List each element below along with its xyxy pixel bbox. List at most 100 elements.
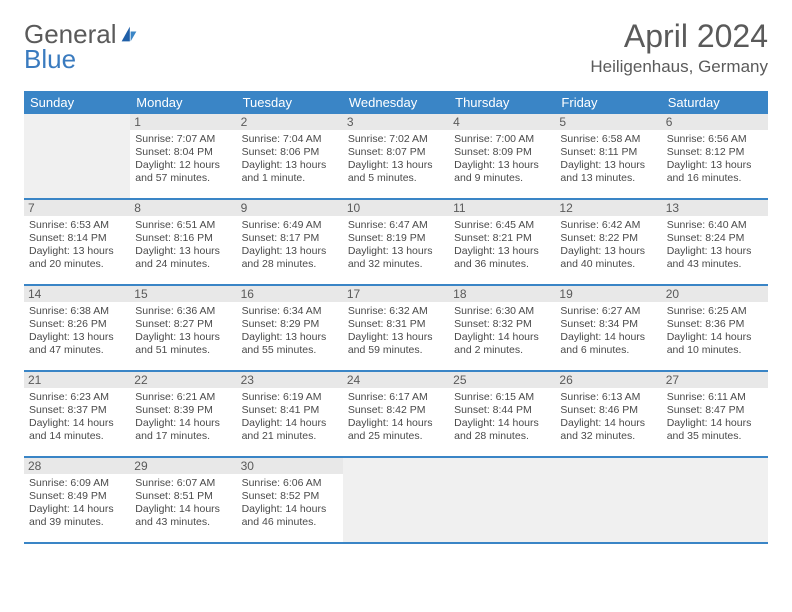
sunset-text: Sunset: 8:49 PM [29, 490, 125, 503]
sunrise-text: Sunrise: 6:15 AM [454, 391, 550, 404]
day-details: Sunrise: 6:21 AMSunset: 8:39 PMDaylight:… [135, 391, 231, 444]
daylight-text: Daylight: 13 hours and 47 minutes. [29, 331, 125, 357]
day-details: Sunrise: 6:58 AMSunset: 8:11 PMDaylight:… [560, 133, 656, 186]
day-details: Sunrise: 7:04 AMSunset: 8:06 PMDaylight:… [242, 133, 338, 186]
day-cell [24, 114, 130, 198]
day-cell: 6Sunrise: 6:56 AMSunset: 8:12 PMDaylight… [662, 114, 768, 198]
daylight-text: Daylight: 13 hours and 55 minutes. [242, 331, 338, 357]
day-cell: 14Sunrise: 6:38 AMSunset: 8:26 PMDayligh… [24, 286, 130, 370]
daylight-text: Daylight: 14 hours and 35 minutes. [667, 417, 763, 443]
day-number: 21 [24, 372, 130, 388]
daylight-text: Daylight: 13 hours and 20 minutes. [29, 245, 125, 271]
day-cell: 12Sunrise: 6:42 AMSunset: 8:22 PMDayligh… [555, 200, 661, 284]
daylight-text: Daylight: 13 hours and 36 minutes. [454, 245, 550, 271]
sunset-text: Sunset: 8:44 PM [454, 404, 550, 417]
day-cell: 22 Sunrise: 6:21 AMSunset: 8:39 PMDayligh… [130, 372, 236, 456]
day-details: Sunrise: 6:19 AMSunset: 8:41 PMDaylight:… [242, 391, 338, 444]
sunrise-text: Sunrise: 6:13 AM [560, 391, 656, 404]
sunset-text: Sunset: 8:06 PM [242, 146, 338, 159]
day-details: Sunrise: 6:40 AMSunset: 8:24 PMDaylight:… [667, 219, 763, 272]
sunset-text: Sunset: 8:52 PM [242, 490, 338, 503]
daylight-text: Daylight: 14 hours and 21 minutes. [242, 417, 338, 443]
day-number: 26 [555, 372, 661, 388]
day-number: 12 [555, 200, 661, 216]
daylight-text: Daylight: 14 hours and 6 minutes. [560, 331, 656, 357]
day-number: 28 [24, 458, 130, 474]
day-cell [449, 458, 555, 542]
day-number: 9 [237, 200, 343, 216]
sunset-text: Sunset: 8:19 PM [348, 232, 444, 245]
sunrise-text: Sunrise: 6:49 AM [242, 219, 338, 232]
sunrise-text: Sunrise: 6:56 AM [667, 133, 763, 146]
day-number: 19 [555, 286, 661, 302]
sunset-text: Sunset: 8:26 PM [29, 318, 125, 331]
sunrise-text: Sunrise: 6:17 AM [348, 391, 444, 404]
sunrise-text: Sunrise: 6:47 AM [348, 219, 444, 232]
calendar: Sunday Monday Tuesday Wednesday Thursday… [24, 91, 768, 544]
day-cell: 16Sunrise: 6:34 AMSunset: 8:29 PMDayligh… [237, 286, 343, 370]
weekday-header: Sunday [24, 91, 130, 114]
sunset-text: Sunset: 8:09 PM [454, 146, 550, 159]
day-cell: 10Sunrise: 6:47 AMSunset: 8:19 PMDayligh… [343, 200, 449, 284]
week-row: 7Sunrise: 6:53 AMSunset: 8:14 PMDaylight… [24, 200, 768, 286]
day-cell: 3Sunrise: 7:02 AMSunset: 8:07 PMDaylight… [343, 114, 449, 198]
day-number: 6 [662, 114, 768, 130]
day-number: 13 [662, 200, 768, 216]
day-details: Sunrise: 6:13 AMSunset: 8:46 PMDaylight:… [560, 391, 656, 444]
day-number: 14 [24, 286, 130, 302]
day-number: 22 [130, 372, 236, 388]
day-cell: 13 Sunrise: 6:40 AMSunset: 8:24 PMDayligh… [662, 200, 768, 284]
daylight-text: Daylight: 13 hours and 28 minutes. [242, 245, 338, 271]
day-number: 15 [130, 286, 236, 302]
brand-part2: Blue [24, 44, 76, 74]
sunrise-text: Sunrise: 7:00 AM [454, 133, 550, 146]
day-cell: 4Sunrise: 7:00 AMSunset: 8:09 PMDaylight… [449, 114, 555, 198]
sunrise-text: Sunrise: 6:51 AM [135, 219, 231, 232]
sunrise-text: Sunrise: 7:02 AM [348, 133, 444, 146]
day-number: 17 [343, 286, 449, 302]
sunset-text: Sunset: 8:11 PM [560, 146, 656, 159]
day-cell: 27Sunrise: 6:11 AMSunset: 8:47 PMDayligh… [662, 372, 768, 456]
day-details: Sunrise: 6:15 AMSunset: 8:44 PMDaylight:… [454, 391, 550, 444]
sunset-text: Sunset: 8:31 PM [348, 318, 444, 331]
sunrise-text: Sunrise: 6:09 AM [29, 477, 125, 490]
daylight-text: Daylight: 14 hours and 39 minutes. [29, 503, 125, 529]
sunset-text: Sunset: 8:21 PM [454, 232, 550, 245]
day-number: 5 [555, 114, 661, 130]
day-cell: 25Sunrise: 6:15 AMSunset: 8:44 PMDayligh… [449, 372, 555, 456]
day-details: Sunrise: 7:00 AMSunset: 8:09 PMDaylight:… [454, 133, 550, 186]
daylight-text: Daylight: 14 hours and 14 minutes. [29, 417, 125, 443]
daylight-text: Daylight: 13 hours and 24 minutes. [135, 245, 231, 271]
day-cell: 5 Sunrise: 6:58 AMSunset: 8:11 PMDaylight… [555, 114, 661, 198]
sunrise-text: Sunrise: 6:34 AM [242, 305, 338, 318]
sunset-text: Sunset: 8:46 PM [560, 404, 656, 417]
sunset-text: Sunset: 8:12 PM [667, 146, 763, 159]
day-number: 20 [662, 286, 768, 302]
sunset-text: Sunset: 8:51 PM [135, 490, 231, 503]
daylight-text: Daylight: 14 hours and 28 minutes. [454, 417, 550, 443]
day-cell [662, 458, 768, 542]
daylight-text: Daylight: 13 hours and 59 minutes. [348, 331, 444, 357]
daylight-text: Daylight: 14 hours and 10 minutes. [667, 331, 763, 357]
day-details: Sunrise: 6:45 AMSunset: 8:21 PMDaylight:… [454, 219, 550, 272]
day-details: Sunrise: 6:25 AMSunset: 8:36 PMDaylight:… [667, 305, 763, 358]
day-details: Sunrise: 6:11 AMSunset: 8:47 PMDaylight:… [667, 391, 763, 444]
day-cell: 26 Sunrise: 6:13 AMSunset: 8:46 PMDayligh… [555, 372, 661, 456]
day-details: Sunrise: 7:02 AMSunset: 8:07 PMDaylight:… [348, 133, 444, 186]
sunset-text: Sunset: 8:32 PM [454, 318, 550, 331]
day-number: 29 [130, 458, 236, 474]
sunset-text: Sunset: 8:14 PM [29, 232, 125, 245]
day-details: Sunrise: 6:49 AMSunset: 8:17 PMDaylight:… [242, 219, 338, 272]
day-cell: 11Sunrise: 6:45 AMSunset: 8:21 PMDayligh… [449, 200, 555, 284]
daylight-text: Daylight: 13 hours and 51 minutes. [135, 331, 231, 357]
day-cell: 28 Sunrise: 6:09 AMSunset: 8:49 PMDayligh… [24, 458, 130, 542]
day-cell: 21Sunrise: 6:23 AMSunset: 8:37 PMDayligh… [24, 372, 130, 456]
location-label: Heiligenhaus, Germany [590, 57, 768, 77]
day-cell: 7Sunrise: 6:53 AMSunset: 8:14 PMDaylight… [24, 200, 130, 284]
daylight-text: Daylight: 13 hours and 32 minutes. [348, 245, 444, 271]
sunrise-text: Sunrise: 6:36 AM [135, 305, 231, 318]
day-number: 16 [237, 286, 343, 302]
sunset-text: Sunset: 8:16 PM [135, 232, 231, 245]
day-details: Sunrise: 6:07 AMSunset: 8:51 PMDaylight:… [135, 477, 231, 530]
daylight-text: Daylight: 14 hours and 17 minutes. [135, 417, 231, 443]
